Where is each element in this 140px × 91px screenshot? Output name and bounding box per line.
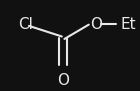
Text: Cl: Cl <box>18 17 33 32</box>
Text: O: O <box>90 17 102 32</box>
Text: O: O <box>57 73 69 88</box>
Text: Et: Et <box>121 17 136 32</box>
